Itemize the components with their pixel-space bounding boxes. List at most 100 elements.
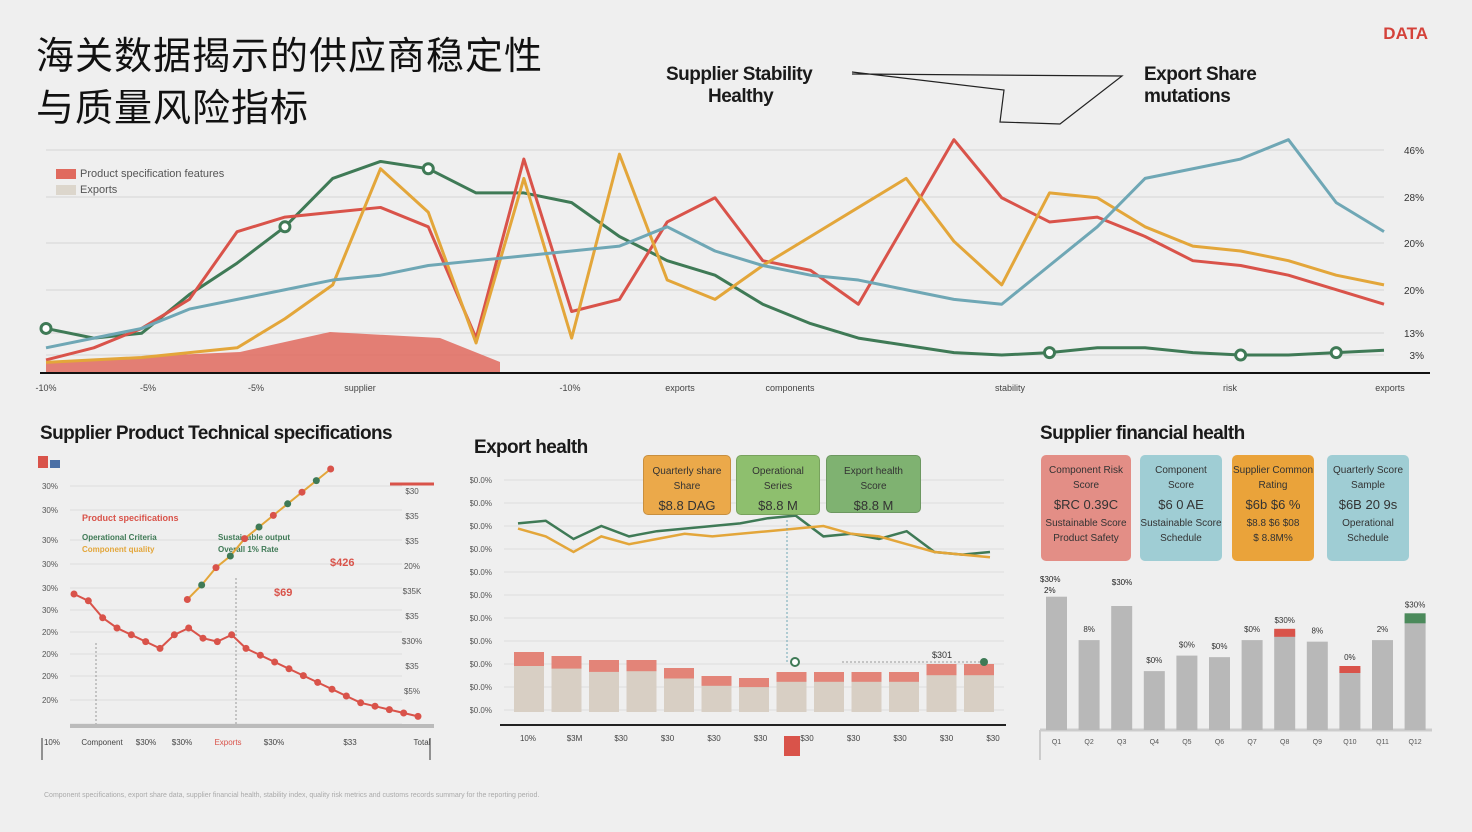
quality-point	[185, 624, 193, 632]
highlight-marker	[784, 736, 800, 756]
y-tick-label: $0.0%	[470, 545, 492, 554]
card-line: Schedule	[1160, 533, 1202, 544]
annotation-label: Product specifications	[82, 513, 179, 523]
y-tick-label: 20%	[1404, 239, 1424, 250]
quality-point	[213, 638, 221, 646]
x-tick-label: 10%	[520, 734, 536, 743]
legend-label: Sustainable output	[218, 533, 290, 542]
y-tick-label: 20%	[42, 628, 58, 637]
bar-value-label: 8%	[1083, 625, 1095, 634]
footer-note: Component specifications, export share d…	[44, 792, 540, 799]
y-tick-label: $0.0%	[470, 476, 492, 485]
growth-point	[255, 523, 263, 531]
card-line: Score	[1072, 480, 1100, 491]
card-value: $6 0 AE	[1158, 497, 1204, 512]
quality-point	[285, 665, 293, 673]
x-tick-label: $3M	[567, 734, 583, 743]
legend-label: Component quality	[82, 545, 155, 554]
data-point-marker	[278, 220, 292, 234]
quality-point	[328, 685, 336, 693]
y-tick-label: 46%	[1404, 146, 1424, 157]
bar-value-label: 2%	[1377, 625, 1389, 634]
bar	[1339, 668, 1361, 730]
x-tick-label: Q10	[1343, 739, 1356, 746]
bar-red	[814, 672, 844, 682]
bar-red	[626, 660, 657, 672]
x-tick-label: components	[765, 383, 815, 393]
card-line: Sample	[1351, 480, 1385, 491]
y-tick-label: $0.0%	[470, 614, 492, 623]
card-line: $8.8 $6 $08	[1246, 518, 1300, 529]
title-line-1: 海关数据揭示的供应商稳定性	[36, 34, 544, 78]
quality-point	[156, 644, 164, 652]
growth-point	[312, 477, 320, 485]
bar-red	[739, 678, 769, 688]
card-value: $8.8 DAG	[658, 498, 716, 513]
bar-highlight	[1339, 666, 1361, 673]
bar	[1046, 596, 1067, 730]
card-line: $ 8.8M%	[1253, 533, 1293, 544]
value-label: $30%	[1112, 578, 1132, 587]
quality-point	[99, 614, 107, 622]
y-tick-label: 3%	[1410, 351, 1425, 362]
chart-icon-bar	[50, 460, 60, 468]
card-line: Component Risk	[1049, 465, 1123, 476]
y-tick-label: $0.0%	[470, 660, 492, 669]
card-line: Quarterly Score	[1332, 465, 1404, 476]
card-line: Component	[1155, 465, 1207, 476]
data-point-marker	[1329, 346, 1343, 360]
callout-connector	[851, 71, 1124, 125]
bar-value-label: $30%	[1274, 616, 1294, 625]
y-tick-label: $0.0%	[470, 499, 492, 508]
bar-highlight	[1274, 628, 1296, 637]
quality-point	[127, 631, 135, 639]
card-line: Schedule	[1347, 533, 1389, 544]
title-line-2: 与质量风险指标	[36, 86, 310, 130]
x-tick-label: $30	[800, 734, 814, 743]
bar	[1078, 640, 1100, 730]
bar-value-label: $0%	[1211, 642, 1227, 651]
quality-point	[113, 624, 121, 632]
x-tick-label: $30	[614, 734, 628, 743]
bar-value-label: $0%	[1244, 625, 1260, 634]
export-card: Export health Score $8.8 M	[826, 455, 921, 513]
x-tick-label: $33	[343, 738, 357, 747]
x-tick-label: exports	[1375, 383, 1405, 393]
card-line: Share	[673, 481, 701, 492]
x-tick-label: Q2	[1084, 739, 1093, 746]
card-value: $6b $6 %	[1245, 497, 1301, 512]
growth-point	[327, 465, 335, 473]
series-line-green	[517, 514, 991, 556]
bar-value-label: $0%	[1146, 656, 1162, 665]
x-tick-label: Q12	[1408, 739, 1421, 746]
quality-point	[371, 702, 379, 710]
legend-label: Overall 1% Rate	[218, 545, 279, 554]
data-point-marker	[421, 162, 435, 176]
callout-export-line1: Export Share	[1144, 64, 1257, 85]
y-tick-label: $0.0%	[470, 522, 492, 531]
x-tick-label: $30%	[172, 738, 192, 747]
bar	[1143, 671, 1165, 730]
bar	[1241, 640, 1263, 730]
financial-card: Quarterly Score Sample $6B 20 9s Operationa…	[1327, 455, 1409, 561]
brand-label: DATA	[1383, 24, 1428, 43]
callout-export-line2: mutations	[1144, 86, 1231, 107]
growth-point	[269, 511, 277, 519]
right-tick-label: 20%	[404, 562, 420, 571]
quality-point	[299, 672, 307, 680]
quality-point	[170, 631, 178, 639]
quality-point	[142, 638, 150, 646]
card-line: Operational	[752, 466, 804, 477]
x-tick-label: -5%	[140, 383, 156, 393]
x-tick-label: $30%	[136, 738, 156, 747]
bar	[1306, 641, 1328, 730]
right-tick-label: $30	[405, 487, 419, 496]
y-tick-label: 30%	[42, 560, 58, 569]
x-tick-label: Component	[81, 738, 123, 747]
growth-point	[284, 500, 292, 508]
bar-red	[776, 672, 807, 682]
bar-red	[889, 672, 919, 682]
series-line-teal	[45, 138, 1385, 350]
card-line: Product Safety	[1053, 533, 1119, 544]
y-tick-label: 20%	[42, 696, 58, 705]
